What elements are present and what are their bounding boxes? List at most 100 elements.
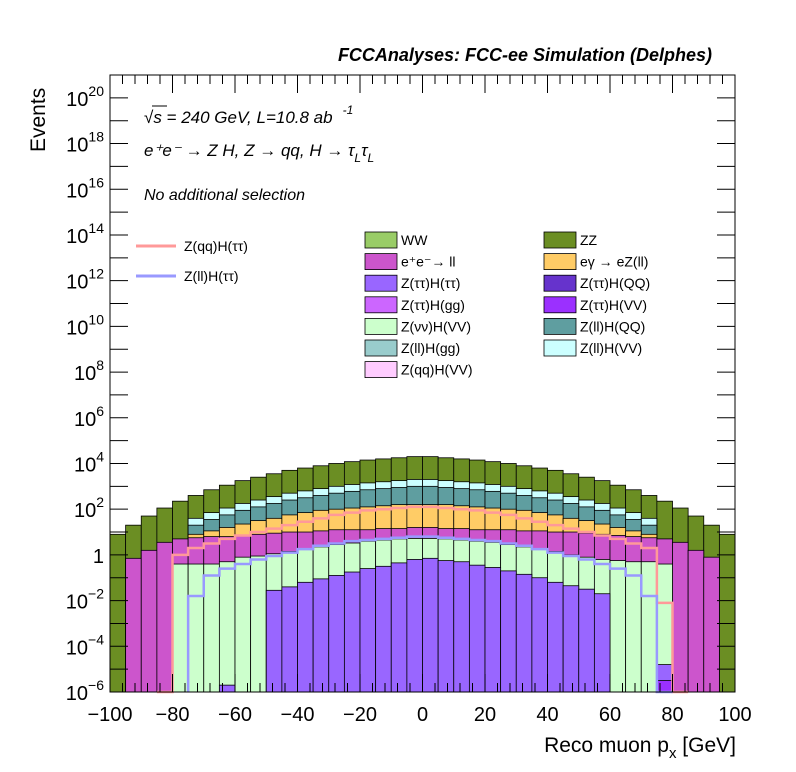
y-tick-base: 10 <box>66 180 88 202</box>
y-tick-exponent: −4 <box>88 631 104 647</box>
stack-bar <box>468 564 486 693</box>
legend-box-swatch <box>364 274 398 292</box>
legend-box-label: Z(ττ)H(VV) <box>580 297 647 313</box>
energy-annotation: √s = 240 GeV, L=10.8 ab -1 <box>144 103 353 127</box>
stack-bar <box>328 575 345 693</box>
y-tick-label: 1018 <box>66 129 104 157</box>
y-tick-exponent: −2 <box>88 586 104 602</box>
stack-bar <box>187 563 205 693</box>
stack-bar <box>625 561 642 693</box>
y-tick-base: 10 <box>66 272 88 294</box>
x-axis-label-unit: [GeV] <box>676 734 736 757</box>
y-tick-base: 10 <box>66 135 88 157</box>
stack-bar <box>437 560 455 693</box>
x-tick-label: 20 <box>474 704 496 726</box>
line-histogram <box>156 505 689 694</box>
y-tick-exponent: 8 <box>96 357 104 373</box>
process-annotation: e⁺e⁻ → Z H, Z → qq, H → τLτL <box>144 141 374 165</box>
y-tick-label: 104 <box>74 448 104 476</box>
chart-header: FCCAnalyses: FCC-ee Simulation (Delphes) <box>338 45 712 65</box>
stack-bar <box>547 581 564 693</box>
x-tick-label: −20 <box>343 704 377 726</box>
stack-z-h-vv- <box>656 680 673 693</box>
stack-z-h- <box>218 557 673 693</box>
legend-box-swatch <box>543 274 577 292</box>
stack-bar <box>609 560 627 693</box>
y-tick-base: 10 <box>74 363 96 385</box>
y-tick-label: 1016 <box>66 174 104 202</box>
stack-bar <box>422 557 439 693</box>
stack-bar <box>656 680 673 693</box>
legend-box-swatch <box>364 361 398 379</box>
stack-bar <box>593 593 611 693</box>
stack-bar <box>484 567 502 693</box>
y-tick-exponent: 10 <box>88 311 104 327</box>
y-axis-ticks: 10−610−410−21102104106108101010121014101… <box>66 74 735 705</box>
stack-bar <box>218 684 236 693</box>
legend-box-swatch <box>543 339 577 357</box>
x-tick-label: 0 <box>417 704 428 726</box>
line-histogram <box>186 535 673 694</box>
legend-box-label: Z(ττ)H(gg) <box>401 297 465 313</box>
y-tick-label: 108 <box>74 357 104 385</box>
selection-annotation: No additional selection <box>144 187 305 204</box>
y-tick-exponent: 6 <box>96 403 104 419</box>
y-tick-label: 1020 <box>66 83 104 111</box>
legend-box-swatch <box>543 317 577 335</box>
legend-box-label: Z(qq)H(VV) <box>401 362 473 378</box>
x-tick-label: 100 <box>718 704 751 726</box>
stack-bar <box>500 570 517 693</box>
x-tick-label: 60 <box>599 704 621 726</box>
x-tick-label: 80 <box>661 704 683 726</box>
y-tick-label: 102 <box>74 494 104 522</box>
legend-box-label: Z(ττ)H(ττ) <box>401 275 460 291</box>
stack-bar <box>515 573 533 693</box>
stack-bar <box>109 533 127 693</box>
y-tick-exponent: 4 <box>96 448 104 464</box>
legend-box-swatch <box>364 231 398 249</box>
stack-bar <box>343 571 361 693</box>
stack-bar <box>531 577 548 693</box>
y-tick-label: 1012 <box>66 266 104 294</box>
x-axis-label: Reco muon px [GeV] <box>544 734 736 762</box>
y-tick-exponent: 16 <box>88 174 104 190</box>
legend: Z(qq)H(ττ) Z(ll)H(ττ) WW ZZ e⁺e⁻→ ll eγ → eZ(… <box>136 231 650 379</box>
legend-box-label: eγ → eZ(ll) <box>580 254 648 270</box>
tau1-subscript: L <box>354 151 361 165</box>
stack-bar <box>406 559 423 693</box>
energy-text: √s = 240 GeV, L=10.8 ab <box>144 108 333 127</box>
stack-bar <box>218 561 236 693</box>
x-axis-label-main: Reco muon p <box>544 734 669 757</box>
y-tick-label: 10−6 <box>66 677 104 705</box>
y-axis-label: Events <box>27 88 50 152</box>
y-tick-exponent: 14 <box>88 220 104 236</box>
y-tick-base: 10 <box>66 637 88 659</box>
legend-box-label: ZZ <box>580 232 598 248</box>
y-tick-base: 10 <box>74 409 96 431</box>
process-text: e⁺e⁻ → Z H, Z → qq, H → τ <box>144 141 356 160</box>
stack-bar <box>203 563 220 693</box>
y-tick-label: 10−2 <box>66 586 104 614</box>
stack-bar <box>390 562 408 693</box>
legend-box-label: Z(νν)H(VV) <box>401 318 471 334</box>
y-tick-base: 10 <box>74 454 96 476</box>
stack-bar <box>297 581 314 693</box>
stack-bar <box>172 563 189 693</box>
x-tick-label: −60 <box>218 704 252 726</box>
legend-box-label: Z(ττ)H(QQ) <box>580 275 650 291</box>
stack-bar <box>125 557 142 693</box>
stack-bar <box>140 549 158 693</box>
y-tick-label: 1014 <box>66 220 104 248</box>
y-tick-base: 10 <box>66 226 88 248</box>
legend-box-swatch <box>364 296 398 314</box>
legend-box-label: Z(ll)H(QQ) <box>580 318 645 334</box>
y-tick-base: 10 <box>66 89 88 111</box>
tau2-symbol: τ <box>361 141 369 160</box>
y-tick-base: 10 <box>66 683 88 705</box>
stack-bar <box>640 561 658 693</box>
y-tick-exponent: −6 <box>88 677 104 693</box>
lumi-exponent: -1 <box>343 103 354 117</box>
y-tick-label: 1010 <box>66 311 104 339</box>
y-tick-base: 1 <box>93 546 104 568</box>
y-tick-exponent: 12 <box>88 266 104 282</box>
